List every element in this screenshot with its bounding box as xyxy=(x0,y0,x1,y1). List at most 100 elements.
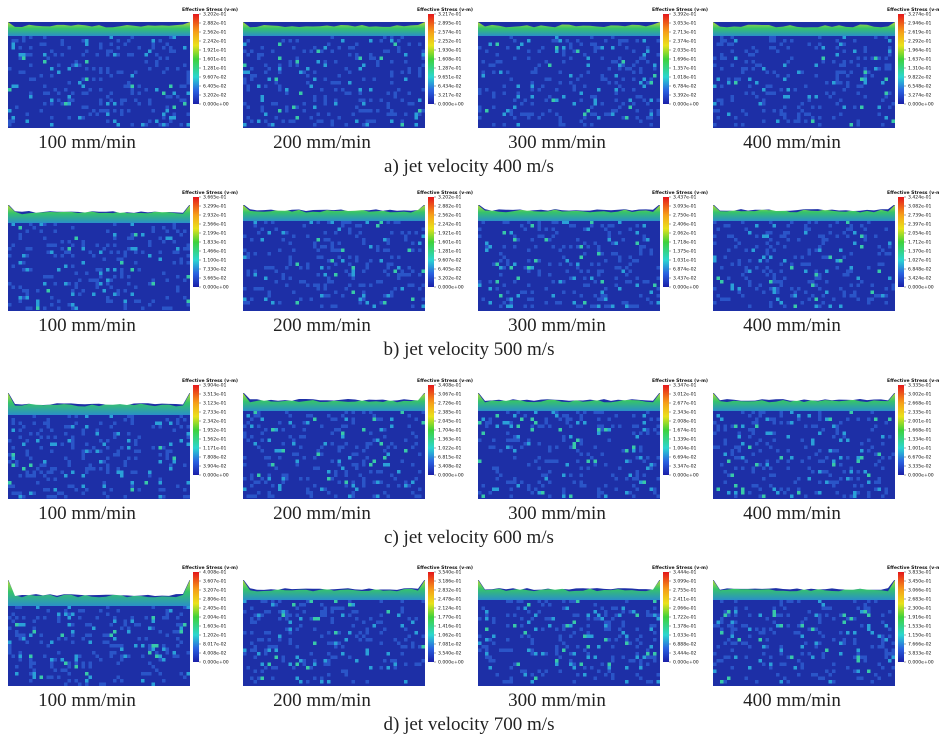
mesh-cell xyxy=(159,460,163,464)
mesh-cell xyxy=(545,477,549,481)
mesh-cell xyxy=(243,287,247,291)
mesh-cell xyxy=(650,291,654,295)
mesh-cell xyxy=(657,477,661,481)
mesh-cell xyxy=(748,446,752,450)
colorbar-label: 2.045e-01 xyxy=(438,419,462,425)
mesh-cell xyxy=(261,46,265,50)
mesh-cell xyxy=(85,467,89,471)
mesh-cell xyxy=(762,467,766,471)
mesh-cell xyxy=(110,286,114,290)
colorbar-label: 2.411e-01 xyxy=(673,597,697,603)
mesh-cell xyxy=(534,245,538,249)
mesh-cell xyxy=(12,453,16,457)
mesh-cell xyxy=(503,421,507,425)
mesh-cell xyxy=(713,221,717,225)
mesh-cell xyxy=(180,99,184,103)
mesh-cell xyxy=(773,287,777,291)
mesh-cell xyxy=(390,442,394,446)
mesh-cell xyxy=(857,470,861,474)
mesh-cell xyxy=(82,609,86,613)
mesh-cell xyxy=(615,109,619,113)
mesh-cell xyxy=(643,245,647,249)
mesh-cell xyxy=(601,270,605,274)
mesh-cell xyxy=(573,102,577,106)
mesh-cell xyxy=(597,411,601,415)
mesh-cell xyxy=(738,456,742,460)
mesh-cell xyxy=(850,495,854,499)
mesh-cell xyxy=(748,666,752,670)
mesh-cell xyxy=(394,446,398,450)
mesh-cell xyxy=(527,221,531,225)
mesh-cell xyxy=(289,628,293,632)
mesh-cell xyxy=(618,635,622,639)
mesh-cell xyxy=(829,231,833,235)
mesh-cell xyxy=(131,74,135,78)
mesh-cell xyxy=(520,670,524,674)
mesh-cell xyxy=(113,630,117,634)
mesh-cell xyxy=(808,95,812,99)
mesh-cell xyxy=(89,450,93,454)
mesh-cell xyxy=(411,298,415,302)
mesh-cell xyxy=(50,116,54,120)
mesh-cell xyxy=(829,305,833,309)
mesh-cell xyxy=(766,273,770,277)
mesh-cell xyxy=(345,481,349,485)
mesh-cell xyxy=(892,649,896,653)
mesh-cell xyxy=(390,659,394,663)
mesh-cell xyxy=(401,123,405,127)
mesh-cell xyxy=(829,95,833,99)
mesh-cell xyxy=(573,680,577,684)
mesh-cell xyxy=(296,628,300,632)
mesh-cell xyxy=(33,676,37,680)
mesh-cell xyxy=(506,291,510,295)
mesh-cell xyxy=(152,606,156,610)
mesh-cell xyxy=(82,39,86,43)
mesh-cell xyxy=(625,460,629,464)
mesh-cell xyxy=(573,88,577,92)
mesh-cell xyxy=(103,641,107,645)
mesh-cell xyxy=(653,656,657,660)
mesh-cell xyxy=(769,474,773,478)
mesh-cell xyxy=(741,71,745,75)
mesh-cell xyxy=(734,607,738,611)
mesh-cell xyxy=(57,71,61,75)
mesh-cell xyxy=(745,270,749,274)
mesh-cell xyxy=(604,624,608,628)
mesh-cell xyxy=(594,610,598,614)
mesh-cell xyxy=(54,88,58,92)
mesh-cell xyxy=(548,617,552,621)
mesh-cell xyxy=(110,43,114,47)
mesh-cell xyxy=(411,102,415,106)
mesh-cell xyxy=(176,655,180,659)
mesh-cell xyxy=(639,635,643,639)
mesh-cell xyxy=(327,43,331,47)
mesh-cell xyxy=(538,221,542,225)
mesh-cell xyxy=(548,95,552,99)
mesh-cell xyxy=(36,307,40,311)
mesh-cell xyxy=(183,464,187,468)
mesh-cell xyxy=(278,109,282,113)
mesh-cell xyxy=(261,600,265,604)
mesh-cell xyxy=(345,670,349,674)
simulation-image xyxy=(243,579,425,686)
mesh-cell xyxy=(888,245,892,249)
mesh-cell xyxy=(292,249,296,253)
mesh-cell xyxy=(885,491,889,495)
mesh-cell xyxy=(871,298,875,302)
mesh-cell xyxy=(250,495,254,499)
mesh-cell xyxy=(594,102,598,106)
mesh-cell xyxy=(352,680,356,684)
mesh-cell xyxy=(8,644,12,648)
mesh-cell xyxy=(331,50,335,54)
mesh-cell xyxy=(92,279,96,283)
simulation-image xyxy=(243,204,425,311)
mesh-cell xyxy=(885,67,889,71)
mesh-cell xyxy=(818,600,822,604)
mesh-cell xyxy=(517,607,521,611)
mesh-cell xyxy=(769,663,773,667)
mesh-cell xyxy=(867,624,871,628)
mesh-cell xyxy=(106,95,110,99)
mesh-cell xyxy=(825,238,829,242)
mesh-cell xyxy=(734,245,738,249)
mesh-cell xyxy=(89,279,93,283)
